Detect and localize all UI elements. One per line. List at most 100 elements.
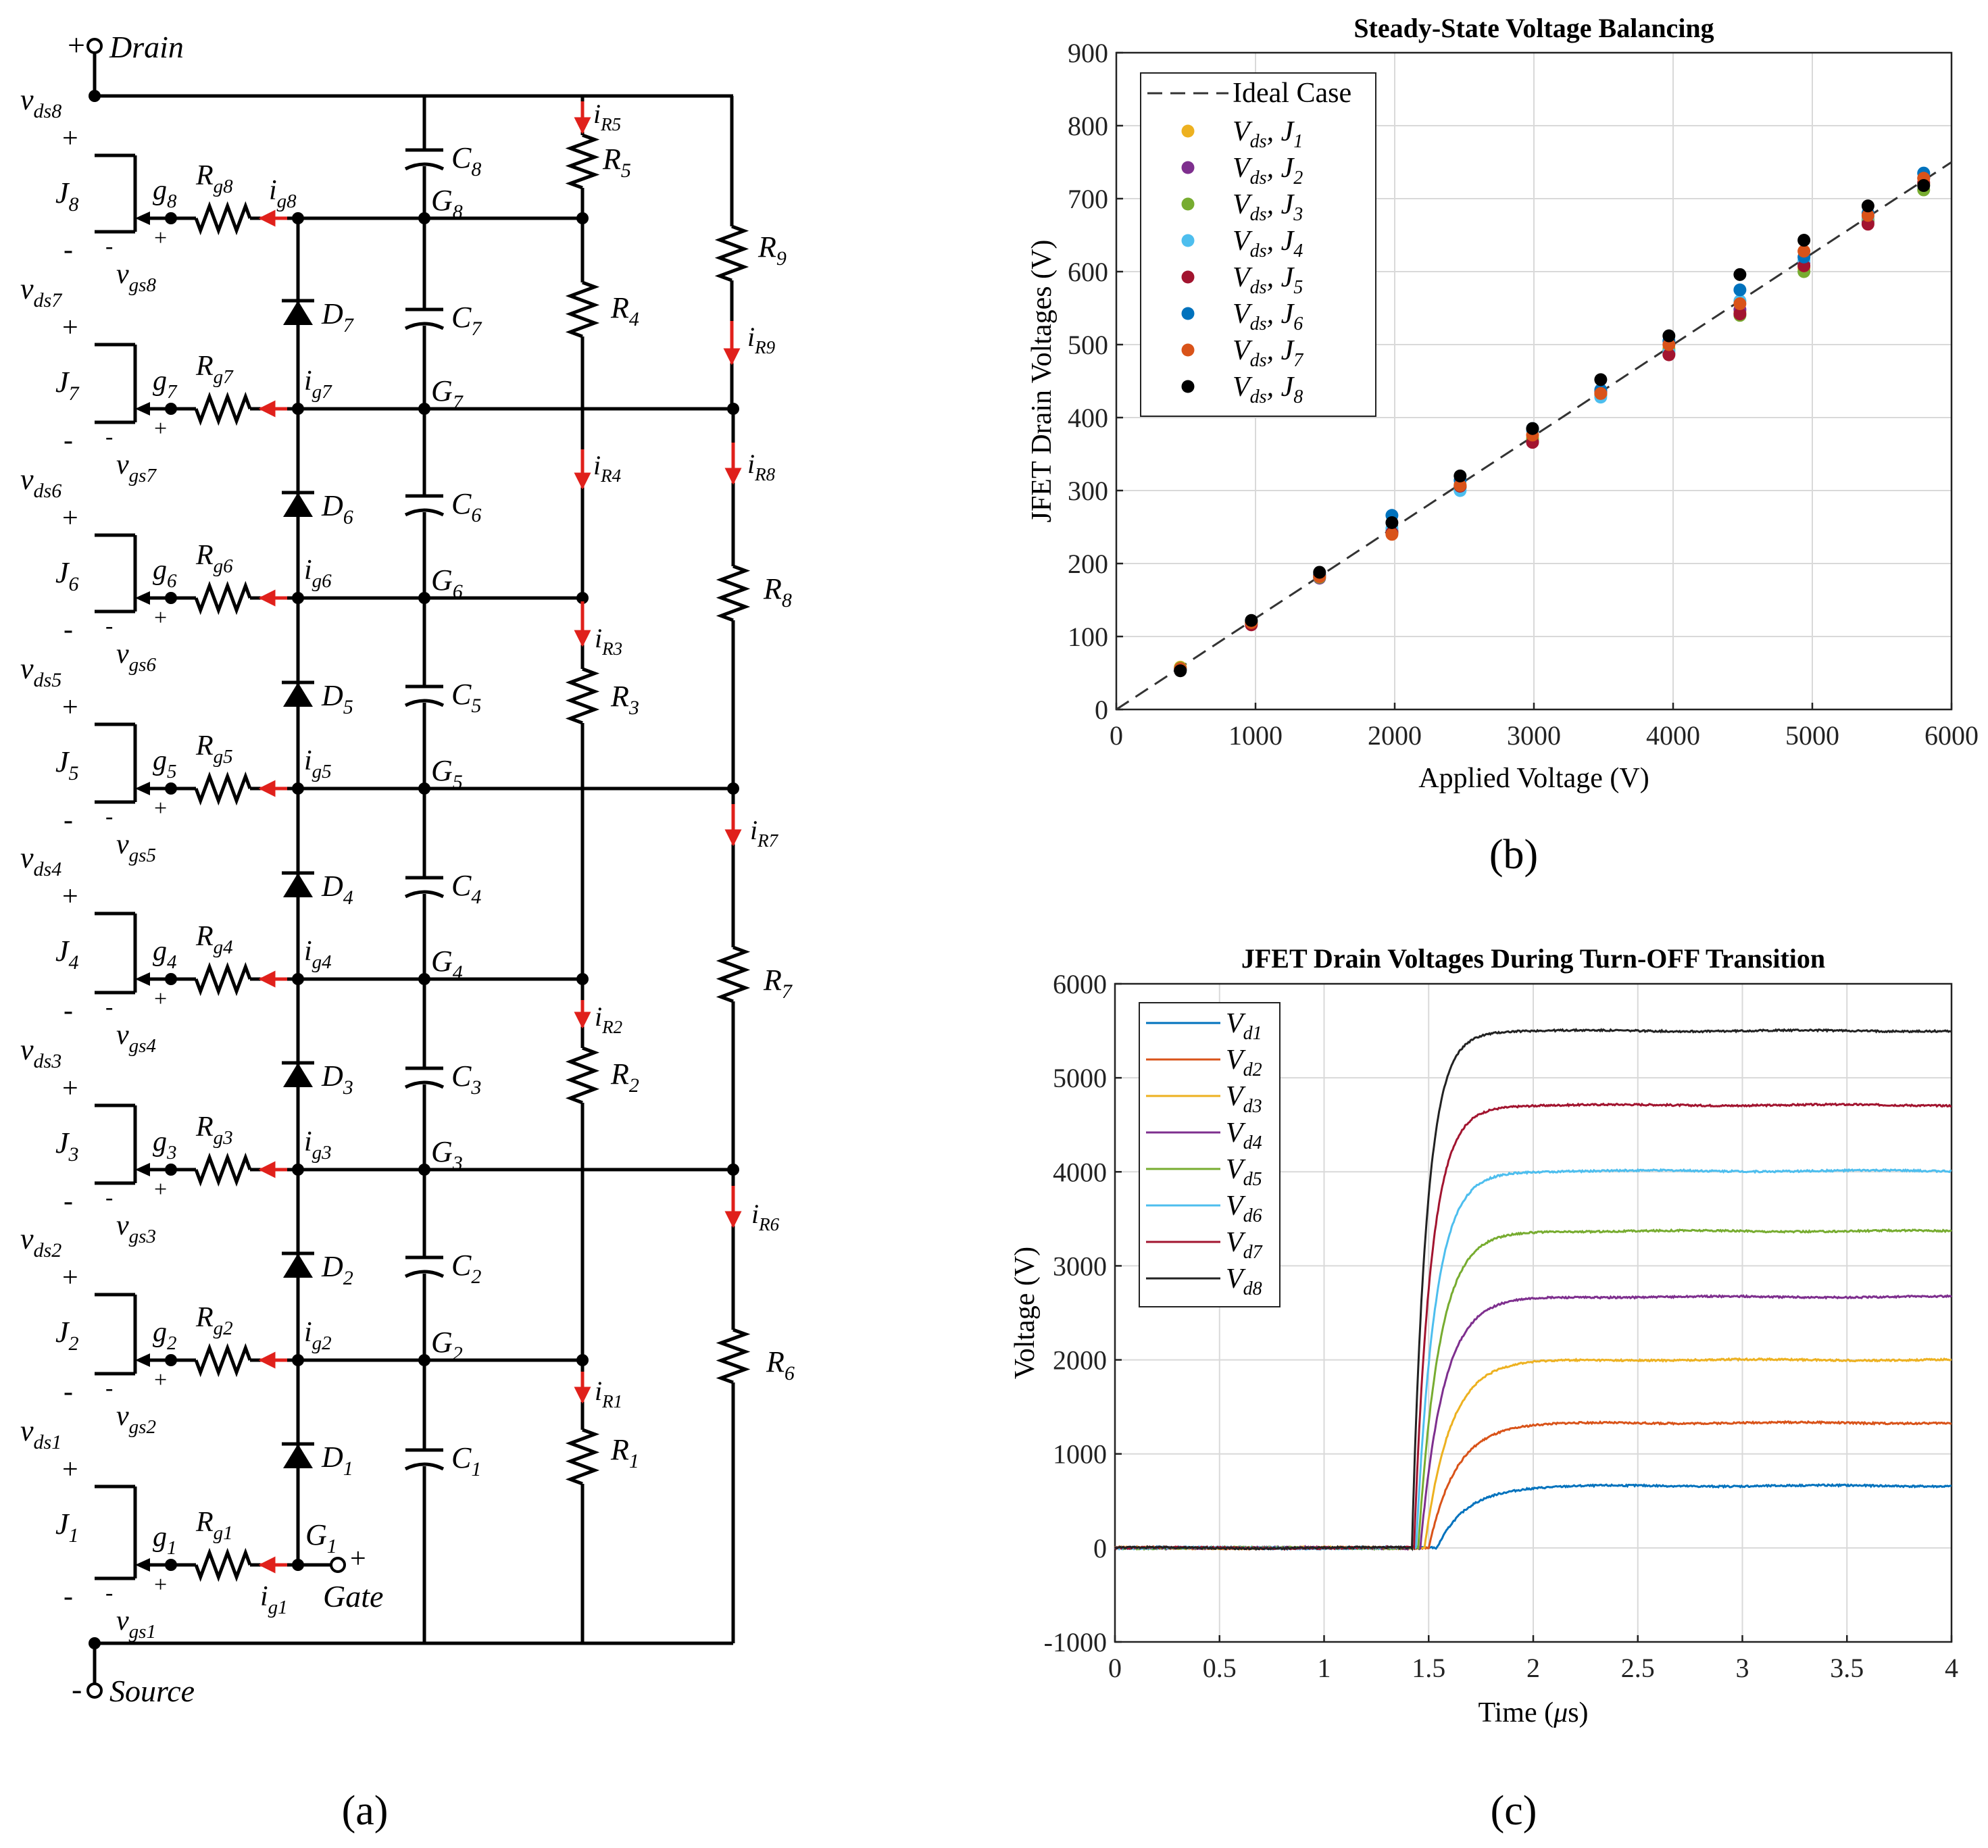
vds-plus: +: [62, 1454, 78, 1485]
resistor-label-8: R8: [763, 572, 792, 611]
legend-swatch-J3: [1181, 197, 1195, 211]
resistor-label-4: R4: [610, 291, 639, 330]
x-tick-label: 4000: [1646, 720, 1700, 751]
g-node-label-5: g5: [153, 745, 177, 782]
x-tick-label: 1000: [1228, 720, 1283, 751]
jfet-gate-arrow: [135, 782, 150, 795]
resistor-current-label-7: iR7: [750, 815, 779, 851]
resistor-4: [565, 280, 600, 339]
y-tick-label: -1000: [1044, 1627, 1107, 1657]
vgs-plus: +: [154, 605, 167, 630]
diode-label-6: D6: [321, 489, 353, 528]
data-point-J8: [1174, 664, 1187, 678]
rg-label-6: Rg6: [195, 540, 233, 577]
legend-label-d1: Vd1: [1226, 1008, 1262, 1044]
legend-swatch-J6: [1181, 307, 1195, 320]
diode-1: [283, 1444, 313, 1468]
vds-plus: +: [62, 1262, 78, 1293]
legend-label-d8: Vd8: [1226, 1264, 1262, 1299]
vds-minus: -: [64, 805, 73, 836]
jfet-gate-arrow: [135, 1353, 150, 1367]
data-point-J8: [1385, 516, 1399, 530]
diode-5: [283, 682, 313, 707]
resistor-label-6: R6: [766, 1345, 795, 1384]
vds-minus: -: [64, 1581, 73, 1612]
vgs-minus: -: [105, 424, 113, 449]
gate-node-label-7: G7: [431, 374, 464, 414]
vds-label-4: vds4: [20, 841, 61, 880]
vgs-minus: -: [105, 1376, 113, 1401]
g-node-label-4: g4: [153, 936, 177, 973]
jfet-gate-arrow: [135, 1558, 150, 1572]
x-tick-label: 0: [1110, 720, 1123, 751]
resistor-label-1: R1: [610, 1433, 639, 1472]
vgs-plus: +: [154, 796, 167, 821]
g-node-label-8: g8: [153, 175, 177, 212]
resistor-current-label-1: iR1: [595, 1376, 622, 1412]
resistor-8: [716, 564, 751, 622]
y-tick-label: 6000: [1053, 969, 1107, 999]
g-node-label-2: g2: [153, 1317, 177, 1354]
resistor-current-label-2: iR2: [595, 1001, 622, 1037]
data-point-J7: [1594, 386, 1608, 400]
gate-resistor-1: [194, 1547, 252, 1582]
y-tick-label: 0: [1095, 695, 1108, 725]
rg-label-5: Rg5: [195, 730, 233, 768]
data-point-J8: [1861, 199, 1874, 213]
gate-resistor-2: [194, 1343, 252, 1378]
y-tick-label: 800: [1068, 111, 1108, 141]
vgs-label-2: vgs2: [116, 1401, 156, 1438]
chart-b-legend: [1140, 72, 1376, 417]
vds-label-6: vds6: [20, 463, 61, 502]
cap-label-7: C7: [451, 301, 482, 340]
vgs-label-1: vgs1: [116, 1605, 156, 1643]
y-tick-label: 200: [1068, 549, 1108, 579]
diode-7: [283, 301, 313, 325]
source-label: Source: [109, 1674, 195, 1708]
g-node-label-6: g6: [153, 555, 177, 592]
data-point-J8: [1733, 268, 1747, 281]
diode-label-7: D7: [321, 297, 355, 336]
diode-4: [283, 873, 313, 897]
vds-label-5: vds5: [20, 652, 61, 691]
legend-label-d6: Vd6: [1226, 1191, 1262, 1226]
terminal-circle: [330, 1557, 346, 1573]
resistor-7: [716, 945, 751, 1003]
gate-resistor-4: [194, 962, 252, 997]
jfet-label-3: J3: [55, 1126, 79, 1166]
panel-label-b: (b): [1489, 832, 1538, 878]
jfet-gate-arrow: [135, 1163, 150, 1176]
terminal-circle: [86, 38, 103, 54]
capacitor-4-plate: [404, 890, 445, 899]
legend-label-J5: Vds, J5: [1233, 262, 1303, 298]
y-tick-label: 400: [1068, 403, 1108, 433]
legend-swatch-J4: [1181, 234, 1195, 247]
resistor-current-label-6: iR6: [751, 1199, 780, 1234]
axes-frame: [1115, 51, 1953, 711]
vgs-minus: -: [105, 1580, 113, 1605]
data-point-J7: [1797, 245, 1811, 258]
data-point-J8: [1453, 469, 1467, 482]
jfet-label-2: J2: [55, 1316, 79, 1355]
capacitor-6-plate: [404, 508, 445, 517]
resistor-label-9: R9: [757, 230, 787, 270]
rg-label-3: Rg3: [195, 1112, 233, 1149]
data-point-J7: [1453, 478, 1467, 492]
vgs-plus: +: [154, 226, 167, 251]
vds-minus: -: [64, 425, 73, 456]
vds-plus: +: [62, 692, 78, 723]
legend-label-d2: Vd2: [1226, 1045, 1262, 1080]
gate-node-label-1: G1: [305, 1518, 337, 1557]
vds-label-1: vds1: [20, 1414, 61, 1453]
gate-node-label-4: G4: [431, 945, 463, 984]
turnoff-transition-chart: 0 0.5 1 1.5 2 2.5 3 3.5 4-1000010002000300040005…: [1010, 943, 1958, 1728]
vds-plus: +: [62, 312, 78, 343]
jfet-label-4: J4: [55, 934, 79, 974]
vgs-minus: -: [105, 234, 113, 259]
resistor-label-3: R3: [610, 680, 639, 719]
vgs-label-5: vgs5: [116, 829, 156, 866]
vds-plus: +: [62, 1073, 78, 1104]
vgs-minus: -: [105, 804, 113, 829]
gate-resistor-6: [194, 580, 252, 616]
